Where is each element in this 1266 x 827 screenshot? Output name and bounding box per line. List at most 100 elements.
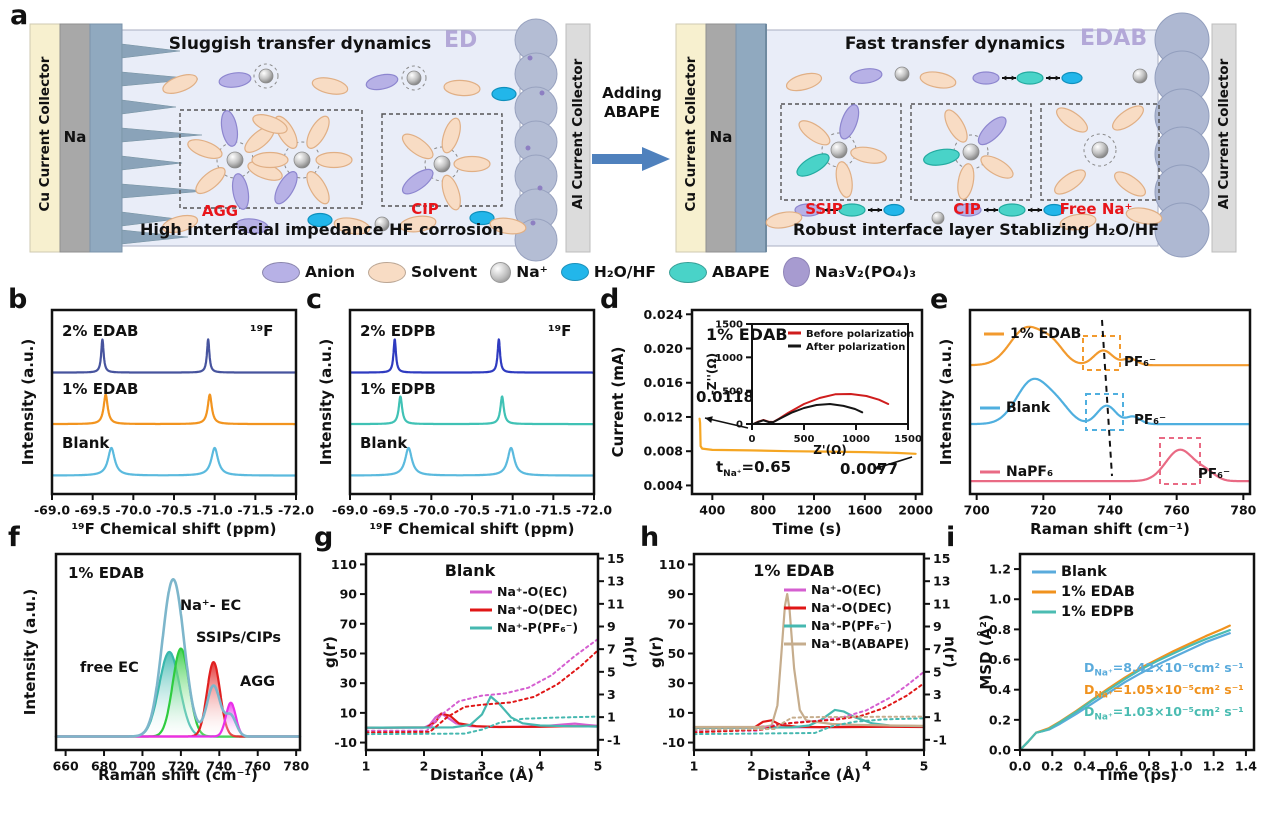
d-sub: Na⁺: [1094, 712, 1113, 723]
svg-text:0.4: 0.4: [989, 682, 1011, 697]
diffusion-note: DNa⁺=1.05×10⁻⁵cm² s⁻¹: [1084, 682, 1244, 701]
svg-text:70: 70: [340, 616, 358, 631]
svg-text:1% EDAB: 1% EDAB: [706, 325, 788, 344]
svg-text:0.016: 0.016: [643, 375, 683, 390]
i-y-axis-label: MSD (Å²): [977, 614, 995, 690]
svg-text:4: 4: [536, 759, 545, 774]
cu-collector-label-left: Cu Current Collector: [37, 56, 53, 212]
legend-item-water: H₂O/HF: [560, 263, 656, 281]
tna-value: =0.65: [741, 458, 792, 476]
svg-text:15: 15: [607, 551, 624, 566]
svg-text:0.020: 0.020: [643, 341, 683, 356]
edab-title: Fast transfer dynamics: [844, 34, 1066, 54]
svg-text:70: 70: [668, 616, 686, 631]
svg-text:13: 13: [933, 574, 950, 589]
svg-text:-72.0: -72.0: [278, 503, 314, 518]
svg-text:30: 30: [668, 676, 686, 691]
svg-text:free EC: free EC: [80, 660, 139, 676]
svg-text:¹⁹F: ¹⁹F: [548, 322, 571, 340]
svg-text:11: 11: [607, 596, 624, 611]
svg-text:¹⁹F: ¹⁹F: [250, 322, 273, 340]
legend-label: Anion: [305, 263, 356, 281]
svg-text:110: 110: [331, 557, 357, 572]
svg-text:800: 800: [750, 503, 776, 518]
svg-text:500: 500: [722, 386, 743, 397]
svg-text:700: 700: [964, 503, 990, 518]
diffusion-note: DNa⁺=1.03×10⁻⁵cm² s⁻¹: [1084, 704, 1244, 723]
svg-text:1% EDPB: 1% EDPB: [1061, 604, 1134, 620]
panel-label-b: b: [8, 284, 28, 315]
svg-text:1.0: 1.0: [989, 592, 1011, 607]
svg-text:740: 740: [1097, 503, 1123, 518]
d-pre: D: [1084, 704, 1095, 719]
svg-text:1.0: 1.0: [1170, 759, 1192, 774]
legend-item-nvp: Na₃V₂(PO₄)₃: [782, 257, 916, 287]
adding-abape-line1: Adding: [602, 84, 662, 102]
svg-text:PF₆⁻: PF₆⁻: [1124, 354, 1156, 370]
svg-text:3: 3: [607, 687, 616, 702]
f-y-axis-label: Intensity (a.u.): [21, 588, 39, 716]
b-y-axis-label: Intensity (a.u.): [19, 338, 37, 466]
svg-text:Blank: Blank: [62, 434, 110, 452]
svg-text:0.004: 0.004: [643, 478, 683, 493]
svg-text:500: 500: [794, 434, 815, 445]
molecule-legend: Anion Solvent Na⁺ H₂O/HF ABAPE Na₃V₂(PO₄…: [262, 252, 1042, 292]
free-na-label: Free Na⁺: [1059, 200, 1133, 218]
svg-text:680: 680: [91, 759, 117, 774]
agg-label: AGG: [201, 202, 239, 220]
msd-chart: 0.0 0.2 0.4 0.6 0.8 1.0 1.2 1.4 0.0 0.2 0.4 0.6 0.8 1…: [989, 552, 1257, 774]
panel-label-i: i: [946, 522, 956, 553]
svg-text:-70.0: -70.0: [413, 503, 449, 518]
g-y2-axis-label: n(r): [621, 636, 639, 668]
svg-text:1000: 1000: [715, 353, 743, 364]
svg-text:-10: -10: [662, 735, 685, 750]
svg-text:-71.5: -71.5: [535, 503, 571, 518]
svg-text:After polarization: After polarization: [806, 342, 905, 353]
svg-text:4: 4: [862, 759, 871, 774]
svg-text:-70.5: -70.5: [454, 503, 490, 518]
b-x-axis-label: ¹⁹F Chemical shift (ppm): [71, 520, 277, 538]
svg-text:0: 0: [736, 420, 743, 431]
svg-text:780: 780: [1230, 503, 1256, 518]
svg-text:1.4: 1.4: [1235, 759, 1257, 774]
polarization-chart: 400 800 1200 1600 2000 0.004 0.008 0.012 0.016 0.…: [643, 307, 933, 518]
svg-text:0: 0: [749, 434, 756, 445]
svg-text:0.024: 0.024: [643, 307, 683, 322]
svg-text:1.2: 1.2: [989, 562, 1011, 577]
f-x-axis-label: Raman shift (cm⁻¹): [98, 766, 258, 784]
svg-text:3: 3: [933, 687, 942, 702]
svg-text:2: 2: [747, 759, 756, 774]
svg-text:-70.0: -70.0: [115, 503, 151, 518]
d-value: =1.05×10⁻⁵cm² s⁻¹: [1112, 682, 1244, 697]
raman-fit-chart: 660 680 700 720 740 760 780 1% EDAB Na⁺- EC SSIPs…: [53, 552, 310, 774]
svg-text:700: 700: [129, 759, 155, 774]
na-electrode-label-right: Na: [709, 128, 733, 146]
svg-text:1600: 1600: [847, 503, 882, 518]
svg-text:-69.0: -69.0: [34, 503, 70, 518]
edab-tag: EDAB: [1080, 26, 1148, 51]
svg-text:720: 720: [1030, 503, 1056, 518]
d-x-axis-label: Time (s): [772, 520, 842, 538]
tna-pre: t: [716, 458, 724, 476]
svg-text:-69.5: -69.5: [373, 503, 409, 518]
d-y-axis-label: Current (mA): [609, 346, 627, 458]
svg-text:0.0077: 0.0077: [840, 460, 898, 478]
svg-text:0.008: 0.008: [643, 444, 683, 459]
svg-text:7: 7: [933, 642, 942, 657]
abape-swatch-icon: [669, 261, 708, 283]
legend-item-abape: ABAPE: [669, 261, 770, 283]
svg-text:0.2: 0.2: [1041, 759, 1063, 774]
svg-text:110: 110: [659, 557, 685, 572]
legend-label: Solvent: [411, 263, 478, 281]
svg-text:760: 760: [1164, 503, 1190, 518]
svg-text:50: 50: [668, 646, 686, 661]
svg-text:Before polarization: Before polarization: [806, 329, 914, 340]
svg-text:PF₆⁻: PF₆⁻: [1134, 412, 1166, 428]
transference-number: tNa⁺=0.65: [716, 458, 791, 479]
svg-text:1: 1: [690, 759, 699, 774]
na-electrode-label-left: Na: [63, 128, 87, 146]
adding-abape-caption: Adding ABAPE: [590, 84, 674, 122]
svg-text:Blank: Blank: [360, 434, 408, 452]
d-value: =8.42×10⁻⁶cm² s⁻¹: [1112, 660, 1244, 675]
